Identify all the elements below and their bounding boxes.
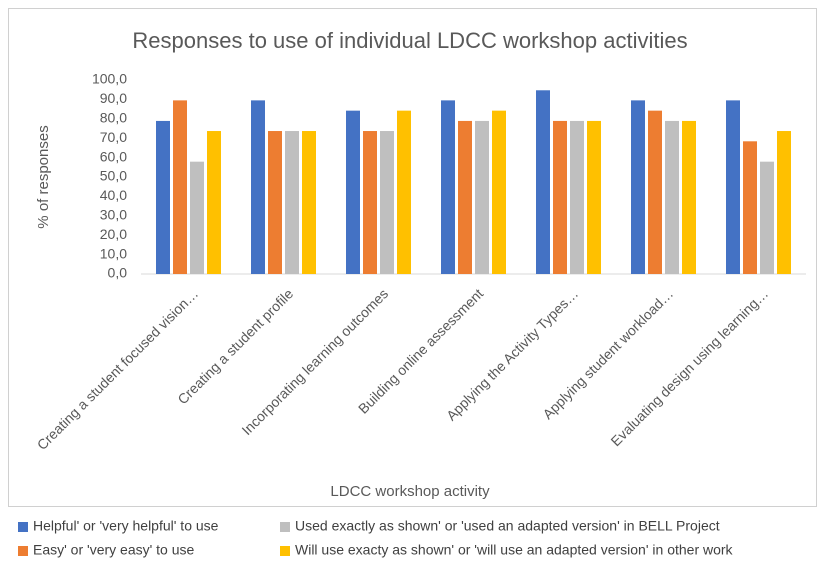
bar [173, 100, 187, 275]
bar [648, 110, 662, 274]
bar [207, 131, 221, 274]
bar [251, 100, 265, 275]
y-tick-label: 10,0 [100, 245, 127, 261]
bar [743, 141, 757, 274]
legend-label: Will use exacty as shown' or 'will use a… [295, 542, 734, 558]
legend-swatch [280, 546, 290, 556]
legend-label: Used exactly as shown' or 'used an adapt… [295, 518, 720, 534]
legend-label: Helpful' or 'very helpful' to use [33, 518, 219, 534]
y-tick-label: 80,0 [100, 110, 127, 126]
bar [777, 131, 791, 274]
bar [346, 110, 360, 274]
bar [190, 161, 204, 274]
y-axis-title: % of responses [35, 125, 52, 228]
bar [268, 131, 282, 274]
bar [587, 120, 601, 275]
bar [363, 131, 377, 274]
chart-border [8, 8, 817, 507]
chart-title: Responses to use of individual LDCC work… [132, 28, 687, 53]
y-tick-label: 50,0 [100, 168, 127, 184]
bar [380, 131, 394, 274]
y-tick-label: 30,0 [100, 207, 127, 223]
bar [475, 120, 489, 275]
bar [492, 110, 506, 274]
bar [536, 90, 550, 274]
bar [570, 120, 584, 275]
legend-label: Easy' or 'very easy' to use [33, 542, 195, 558]
bar [682, 120, 696, 275]
bar [726, 100, 740, 275]
y-tick-label: 70,0 [100, 129, 127, 145]
y-tick-label: 90,0 [100, 90, 127, 106]
bar [156, 120, 170, 275]
bar [665, 120, 679, 275]
legend-swatch [280, 522, 290, 532]
x-axis-title: LDCC workshop activity [330, 483, 490, 500]
y-tick-label: 20,0 [100, 226, 127, 242]
legend-swatch [18, 522, 28, 532]
bar [302, 131, 316, 274]
bar [285, 131, 299, 274]
bar [760, 161, 774, 274]
y-tick-label: 100,0 [92, 71, 127, 87]
bar [441, 100, 455, 275]
bar [397, 110, 411, 274]
y-tick-label: 60,0 [100, 148, 127, 164]
y-tick-label: 0,0 [108, 265, 128, 281]
y-tick-label: 40,0 [100, 187, 127, 203]
bar [458, 120, 472, 275]
bar [631, 100, 645, 275]
legend-swatch [18, 546, 28, 556]
bar [553, 120, 567, 275]
